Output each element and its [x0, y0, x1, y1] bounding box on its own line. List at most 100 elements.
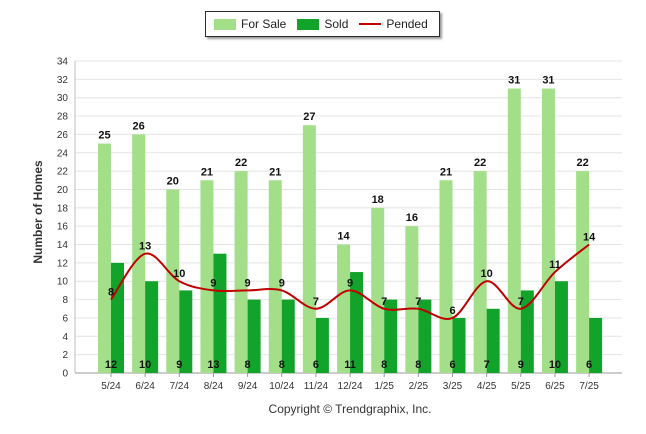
sold-data-label: 6	[313, 359, 319, 371]
sold-data-label: 12	[105, 359, 117, 371]
x-tick-label: 8/24	[204, 381, 224, 392]
x-tick-label: 4/25	[477, 381, 497, 392]
y-tick-label: 8	[62, 295, 68, 306]
bar-sold	[281, 299, 295, 373]
sold-data-label: 7	[484, 359, 490, 371]
pended-data-label: 14	[583, 232, 596, 244]
for-sale-data-label: 31	[508, 75, 520, 87]
pended-data-label: 7	[313, 296, 319, 308]
x-tick-label: 5/25	[511, 381, 531, 392]
legend-item-sold[interactable]: Sold	[297, 17, 348, 31]
y-tick-label: 22	[57, 167, 69, 178]
bar-for-sale	[405, 226, 419, 373]
x-tick-label: 2/25	[409, 381, 429, 392]
y-tick-label: 26	[57, 130, 69, 141]
for-sale-data-label: 20	[167, 175, 179, 187]
x-tick-label: 12/24	[338, 381, 363, 392]
x-tick-label: 7/24	[170, 381, 190, 392]
bar-for-sale	[507, 88, 521, 373]
y-tick-label: 12	[57, 258, 69, 269]
for-sale-data-label: 22	[235, 157, 247, 169]
bar-for-sale	[268, 180, 282, 373]
bar-sold	[384, 299, 398, 373]
y-tick-label: 24	[57, 148, 69, 159]
x-tick-label: 11/24	[304, 381, 329, 392]
bar-for-sale	[132, 134, 146, 373]
y-tick-label: 10	[57, 277, 69, 288]
x-tick-label: 3/25	[443, 381, 463, 392]
sold-data-label: 6	[586, 359, 592, 371]
bar-sold	[145, 281, 159, 373]
pended-data-label: 9	[245, 277, 251, 289]
copyright-text: Copyright © Trendgraphix, Inc.	[268, 402, 432, 416]
pended-data-label: 13	[139, 241, 151, 253]
for-sale-data-label: 22	[474, 157, 486, 169]
legend-label-pended: Pended	[386, 17, 428, 31]
sold-data-label: 11	[344, 359, 356, 371]
chart-legend: For Sale Sold Pended	[205, 11, 440, 37]
y-tick-label: 6	[62, 313, 68, 324]
for-sale-data-label: 21	[269, 166, 281, 178]
pended-swatch	[359, 23, 382, 25]
bar-for-sale	[234, 171, 248, 373]
bar-sold	[179, 290, 193, 373]
for-sale-data-label: 26	[133, 120, 145, 132]
x-tick-label: 5/24	[101, 381, 121, 392]
for-sale-swatch	[214, 18, 236, 30]
sold-data-label: 8	[415, 359, 421, 371]
bar-for-sale	[439, 180, 453, 373]
y-tick-label: 30	[57, 93, 69, 104]
y-tick-label: 18	[57, 203, 69, 214]
sold-data-label: 10	[139, 359, 151, 371]
for-sale-data-label: 16	[406, 212, 418, 224]
pended-data-label: 6	[449, 305, 455, 317]
bar-sold	[213, 253, 227, 373]
pended-data-label: 10	[481, 268, 493, 280]
sold-data-label: 8	[279, 359, 285, 371]
x-tick-label: 6/24	[135, 381, 155, 392]
x-tick-label: 1/25	[374, 381, 394, 392]
bar-sold	[554, 281, 568, 373]
bar-for-sale	[473, 171, 487, 373]
for-sale-data-label: 27	[303, 111, 315, 123]
pended-data-label: 7	[415, 296, 421, 308]
y-tick-label: 28	[57, 112, 69, 123]
pended-data-label: 9	[347, 277, 353, 289]
x-tick-label: 7/25	[579, 381, 599, 392]
y-tick-label: 32	[57, 75, 69, 86]
for-sale-data-label: 25	[98, 130, 110, 142]
bar-for-sale	[371, 207, 385, 373]
sold-data-label: 9	[176, 359, 182, 371]
sold-swatch	[297, 18, 320, 30]
y-tick-label: 4	[62, 332, 68, 343]
bar-sold	[589, 317, 603, 373]
legend-label-for-sale: For Sale	[241, 17, 287, 31]
pended-data-label: 9	[210, 277, 216, 289]
pended-data-label: 7	[381, 296, 387, 308]
x-tick-label: 6/25	[545, 381, 565, 392]
legend-label-sold: Sold	[324, 17, 349, 31]
bar-sold	[452, 317, 466, 373]
pended-data-label: 11	[549, 259, 561, 271]
bar-sold	[418, 299, 432, 373]
legend-item-for-sale[interactable]: For Sale	[214, 17, 286, 31]
y-tick-label: 2	[62, 350, 68, 361]
for-sale-data-label: 31	[542, 75, 554, 87]
bar-for-sale	[302, 125, 316, 373]
legend-item-pended[interactable]: Pended	[359, 17, 428, 31]
for-sale-data-label: 18	[372, 194, 384, 206]
sold-data-label: 8	[381, 359, 387, 371]
pended-data-label: 8	[108, 287, 114, 299]
y-tick-label: 34	[57, 57, 69, 68]
y-tick-label: 20	[57, 185, 69, 196]
y-tick-label: 16	[57, 222, 69, 233]
pended-data-label: 9	[279, 277, 285, 289]
bar-sold	[247, 299, 261, 373]
bar-sold	[350, 272, 364, 373]
bar-for-sale	[541, 88, 555, 373]
y-tick-label: 14	[57, 240, 69, 251]
for-sale-data-label: 21	[440, 166, 452, 178]
sold-data-label: 9	[518, 359, 524, 371]
bar-for-sale	[98, 143, 111, 373]
